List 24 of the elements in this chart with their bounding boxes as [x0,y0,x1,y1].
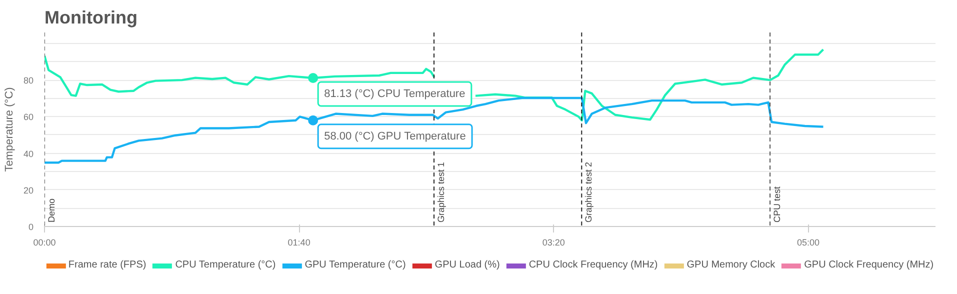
annotation: 81.13 (°C) CPU Temperature [324,88,466,100]
ref-line-label: CPU test [772,186,782,222]
y-tick-label: 80 [23,76,34,86]
x-tick-label: 03:20 [542,238,565,248]
legend-label: Frame rate (FPS) [68,260,146,270]
annotation: 58.00 (°C) GPU Temperature [324,130,466,142]
ref-line-label: Graphics test 2 [584,162,594,222]
legend-label: GPU Memory Clock [686,260,776,270]
y-tick-label: 20 [23,185,34,196]
legend-label: CPU Clock Frequency (MHz) [528,260,658,270]
y-tick-label: 60 [23,112,34,122]
x-tick-label: 05:00 [796,238,820,248]
y-tick-label: 40 [23,148,34,159]
x-tick-label: 01:40 [288,238,310,248]
legend-label: GPU Clock Frequency (MHz) [804,260,934,270]
y-tick-label: 0 [28,222,34,232]
legend-label: GPU Temperature (°C) [304,260,406,270]
legend-label: CPU Temperature (°C) [175,260,276,270]
x-tick-label: 00:00 [33,238,56,248]
y-axis-title: Temperature (°C) [3,87,16,172]
legend-label: GPU Load (%) [434,260,500,270]
ref-line-label: Demo [46,198,56,222]
ref-line-label: Graphics test 1 [436,162,446,222]
chart-title: Monitoring [44,8,138,28]
